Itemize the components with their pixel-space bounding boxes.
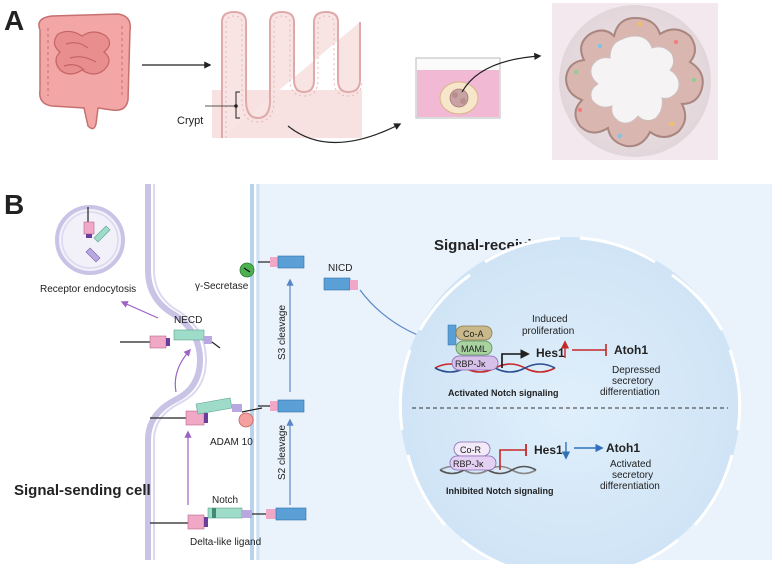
activated-secretory-3: differentiation: [600, 481, 660, 492]
hes1-active-label: Hes1: [536, 346, 565, 360]
arrow-transcription-hes1: [501, 349, 530, 368]
villi-crypt-icon: [212, 10, 363, 138]
inhibited-caption: Inhibited Notch signaling: [446, 486, 554, 496]
panel-b-letter: B: [4, 189, 24, 220]
maml-label: MAML: [461, 344, 487, 354]
s2-cleavage-label: S2 cleavage: [277, 425, 288, 480]
depressed-label-3: differentiation: [600, 387, 660, 398]
co-a-label: Co-A: [463, 329, 484, 339]
sending-membrane: [145, 184, 204, 560]
depressed-label-1: Depressed: [612, 365, 660, 376]
sending-cell-title: Signal-sending cell: [14, 482, 151, 499]
adam10-label: ADAM 10: [210, 437, 253, 448]
co-r-label: Co-R: [460, 445, 482, 455]
rbp-active-label: RBP-Jκ: [455, 359, 486, 369]
rbp-inhibited-label: RBP-Jκ: [453, 459, 484, 469]
endocytosis-vesicle: [55, 205, 125, 275]
receptor-after-s2: [258, 399, 305, 413]
nicd-label: NICD: [328, 263, 352, 274]
intestine-icon: [38, 13, 131, 130]
crypt-pointer-dot: [234, 104, 238, 108]
activated-secretory-1: Activated: [610, 459, 651, 470]
nicd-fragment: [323, 277, 358, 291]
induced-label-2: proliferation: [522, 326, 574, 337]
atoh1-inhibited-label: Atoh1: [606, 441, 640, 455]
arrow-dish-to-organoid: [461, 52, 542, 93]
s3-cleavage-label: S3 cleavage: [277, 305, 288, 360]
organoid-icon: [552, 3, 718, 160]
necd-fragment: [120, 329, 221, 349]
arrow-crypt-to-dish: [287, 123, 402, 144]
depressed-label-2: secretory: [612, 376, 653, 387]
panel-a-letter: A: [4, 5, 24, 36]
necd-label: NECD: [174, 315, 202, 326]
culture-dish-icon: [415, 57, 501, 119]
arrow-necd-to-endocytosis: [120, 301, 159, 319]
sending-membrane-inner: [153, 184, 208, 560]
notch-label: Notch: [212, 495, 238, 506]
adam10-complex: [150, 397, 263, 428]
ligand-notch-complex: [150, 507, 307, 530]
induced-label-1: Induced: [532, 314, 568, 325]
nuclear-envelope: [398, 236, 742, 564]
receptor-endocytosis-label: Receptor endocytosis: [40, 284, 136, 295]
activated-caption: Activated Notch signaling: [448, 388, 559, 398]
atoh1-active-label: Atoh1: [614, 343, 648, 357]
repression-line: [499, 449, 526, 470]
activation-complex: [447, 324, 499, 371]
hes1-inhibited-label: Hes1: [534, 443, 563, 457]
nucleus: [400, 237, 740, 564]
gamma-secretase-complex: [239, 255, 305, 278]
repression-complex: [449, 441, 497, 471]
crypt-label: Crypt: [177, 115, 203, 127]
gamma-secretase-label: γ-Secretase: [195, 281, 249, 292]
arrow-adam-to-necd: [174, 348, 191, 393]
delta-like-label: Delta-like ligand: [190, 537, 261, 548]
activated-secretory-2: secretory: [612, 470, 653, 481]
